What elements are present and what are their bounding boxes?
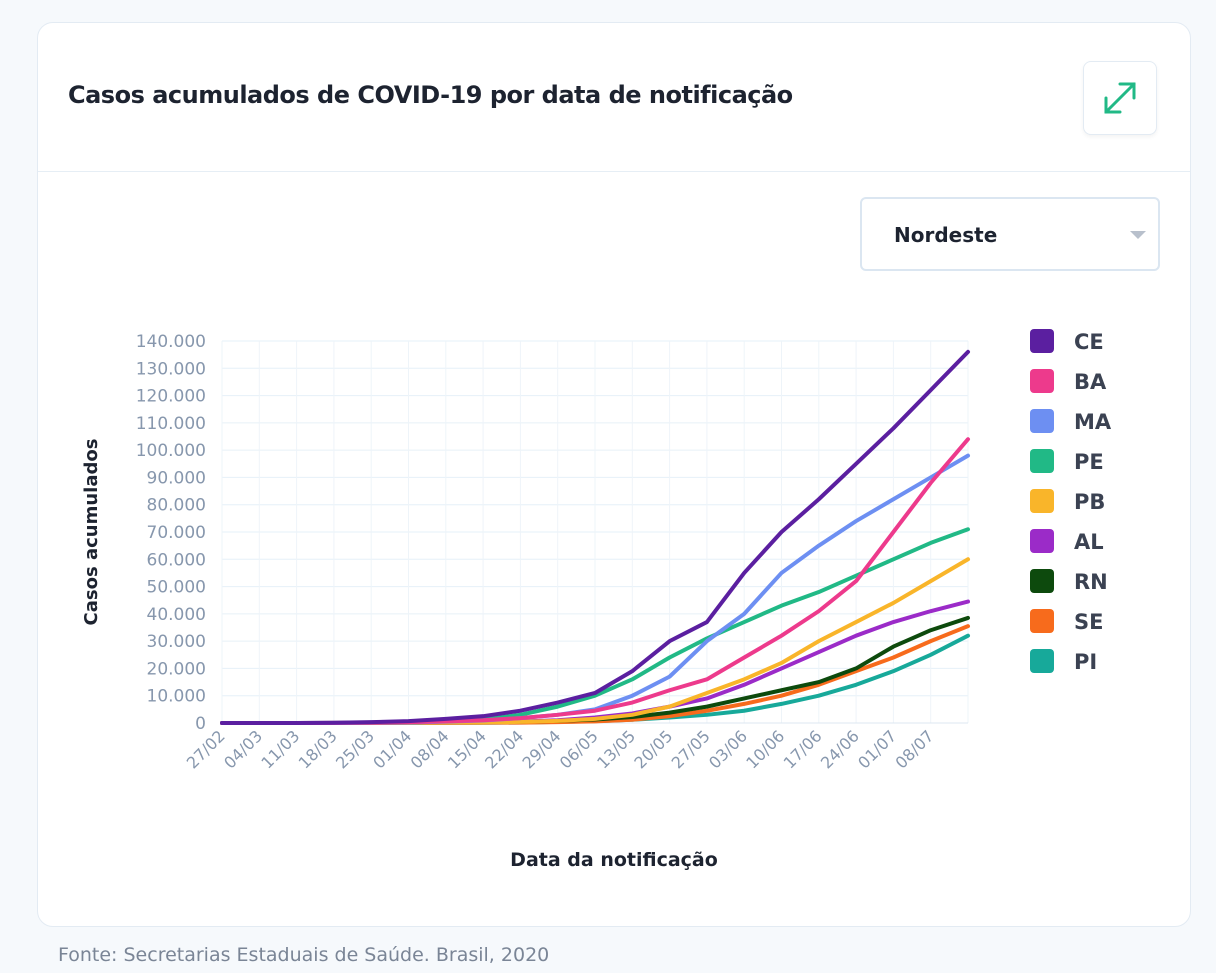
legend-swatch xyxy=(1030,489,1054,513)
x-tick-label: 24/06 xyxy=(817,726,863,772)
y-tick-label: 130.000 xyxy=(136,359,206,379)
chart: 0 10.000 20.000 30.000 40.000 50.000 60.000 70.… xyxy=(81,329,1112,871)
legend-swatch xyxy=(1030,569,1054,593)
legend-label: SE xyxy=(1074,610,1103,634)
x-tick-label: 04/03 xyxy=(220,726,266,772)
x-axis-label: Data da notificação xyxy=(510,849,718,871)
x-tick-label: 22/04 xyxy=(481,726,527,772)
legend-label: PE xyxy=(1074,450,1104,474)
y-tick-label: 140.000 xyxy=(136,332,206,352)
x-tick-label: 17/06 xyxy=(780,726,826,772)
y-tick-label: 110.000 xyxy=(136,414,206,434)
legend-label: RN xyxy=(1074,570,1108,594)
y-tick-label: 90.000 xyxy=(147,468,206,488)
card: Casos acumulados de COVID-19 por data de… xyxy=(37,22,1191,927)
y-tick-label: 10.000 xyxy=(147,687,206,707)
expand-button[interactable] xyxy=(1083,61,1157,135)
select-arrow xyxy=(1130,231,1146,239)
y-tick-label: 0 xyxy=(195,714,206,734)
y-tick-label: 100.000 xyxy=(136,441,206,461)
series-line xyxy=(220,349,970,725)
legend-label: BA xyxy=(1074,370,1107,394)
source-note: Fonte: Secretarias Estaduais de Saúde. B… xyxy=(58,944,550,966)
y-tick-label: 60.000 xyxy=(147,550,206,570)
legend-swatch xyxy=(1030,369,1054,393)
y-tick-label: 20.000 xyxy=(147,659,206,679)
legend-swatch xyxy=(1030,329,1054,353)
legend-label: MA xyxy=(1074,410,1112,434)
x-tick-label: 10/06 xyxy=(742,726,788,772)
x-tick-label: 25/03 xyxy=(332,726,378,772)
x-tick-label: 20/05 xyxy=(630,726,676,772)
card-header: Casos acumulados de COVID-19 por data de… xyxy=(38,23,1190,172)
region-select[interactable]: Nordeste xyxy=(860,197,1160,271)
x-tick-label: 13/05 xyxy=(593,726,639,772)
legend-label: PB xyxy=(1074,490,1105,514)
y-tick-label: 50.000 xyxy=(147,578,206,598)
expand-icon xyxy=(1104,82,1136,114)
select-value: Nordeste xyxy=(894,223,998,247)
card-title: Casos acumulados de COVID-19 por data de… xyxy=(68,81,793,109)
x-tick-label: 29/04 xyxy=(518,726,564,772)
x-tick-label: 03/06 xyxy=(705,726,751,772)
y-tick-label: 120.000 xyxy=(136,387,206,407)
legend-swatch xyxy=(1030,529,1054,553)
x-tick-label: 06/05 xyxy=(556,726,602,772)
legend-label: PI xyxy=(1074,650,1097,674)
y-tick-label: 70.000 xyxy=(147,523,206,543)
x-tick-label: 08/04 xyxy=(407,726,453,772)
legend-swatch xyxy=(1030,649,1054,673)
legend-label: CE xyxy=(1074,330,1104,354)
y-tick-label: 40.000 xyxy=(147,605,206,625)
x-tick-label: 18/03 xyxy=(295,726,341,772)
x-tick-label: 11/03 xyxy=(257,726,303,772)
x-tick-label: 15/04 xyxy=(444,726,490,772)
x-tick-label: 01/07 xyxy=(854,726,900,772)
legend-label: AL xyxy=(1074,530,1104,554)
legend-swatch xyxy=(1030,409,1054,433)
y-tick-label: 30.000 xyxy=(147,632,206,652)
legend-swatch xyxy=(1030,449,1054,473)
x-tick-label: 27/05 xyxy=(668,726,714,772)
y-axis-label: Casos acumulados xyxy=(81,439,102,626)
x-tick-label: 08/07 xyxy=(891,726,937,772)
x-tick-label: 01/04 xyxy=(369,726,415,772)
y-tick-label: 80.000 xyxy=(147,496,206,516)
legend-swatch xyxy=(1030,609,1054,633)
